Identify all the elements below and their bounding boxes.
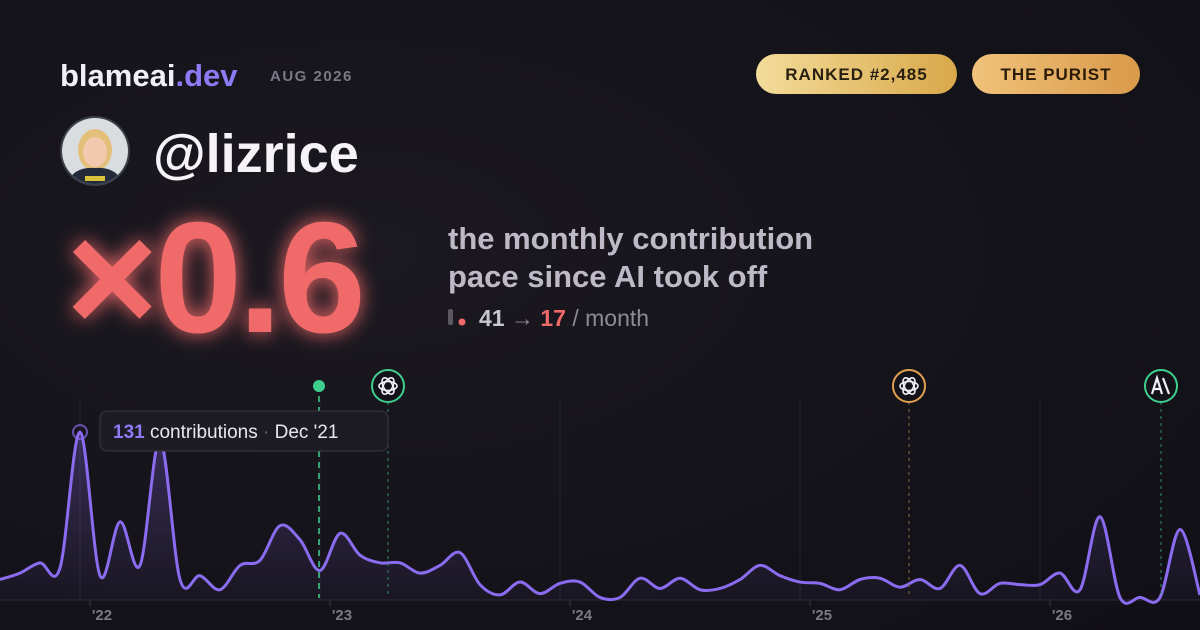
tooltip-box (99, 410, 389, 452)
anthropic-icon (1144, 369, 1178, 403)
x-tick-label: '22 (92, 607, 112, 624)
pace-after: 17 (540, 305, 566, 331)
pace-arrow: → (511, 305, 534, 331)
x-tick-label: '23 (332, 607, 352, 624)
avatar (60, 116, 130, 186)
legend-after (458, 318, 466, 326)
line (0, 430, 1200, 605)
badge (756, 54, 957, 94)
legend-before (448, 309, 453, 325)
x-tick-label: '25 (812, 607, 832, 624)
brand: blameai.dev (60, 58, 238, 93)
badge (972, 54, 1140, 94)
pace-unit: / month (572, 305, 649, 331)
pace-before: 41 (479, 305, 505, 331)
tooltip-label: contributions (150, 422, 258, 443)
tooltip-sep: · (263, 422, 269, 443)
tooltip-value: 131 (113, 422, 145, 443)
openai-icon (892, 369, 926, 403)
badge-label: THE PURIST (1000, 65, 1111, 84)
badge-label: RANKED #2,485 (785, 65, 927, 84)
brand-name: blameai (60, 58, 175, 93)
caption: pace since AI took off (448, 259, 768, 294)
peak-marker (72, 424, 88, 441)
area (0, 432, 1200, 604)
tooltip: 131 contributions · Dec '21 (99, 410, 389, 452)
x-tick-label: '26 (1052, 607, 1072, 624)
multiplier: ×0.6 (66, 190, 362, 366)
chart: '22 '23 '24 '25 '26 (0, 400, 1200, 624)
caption: the monthly contribution (448, 221, 813, 256)
date: AUG 2026 (270, 68, 353, 85)
event-dot (313, 380, 325, 392)
pace: 41 → 17 / month (479, 305, 649, 331)
openai-icon (371, 369, 405, 403)
x-tick-label: '24 (572, 607, 593, 624)
handle: @lizrice (153, 124, 359, 184)
tooltip-text: 131 contributions · Dec '21 (113, 422, 338, 443)
tooltip-date: Dec '21 (275, 422, 339, 443)
brand-tld: .dev (175, 58, 238, 93)
